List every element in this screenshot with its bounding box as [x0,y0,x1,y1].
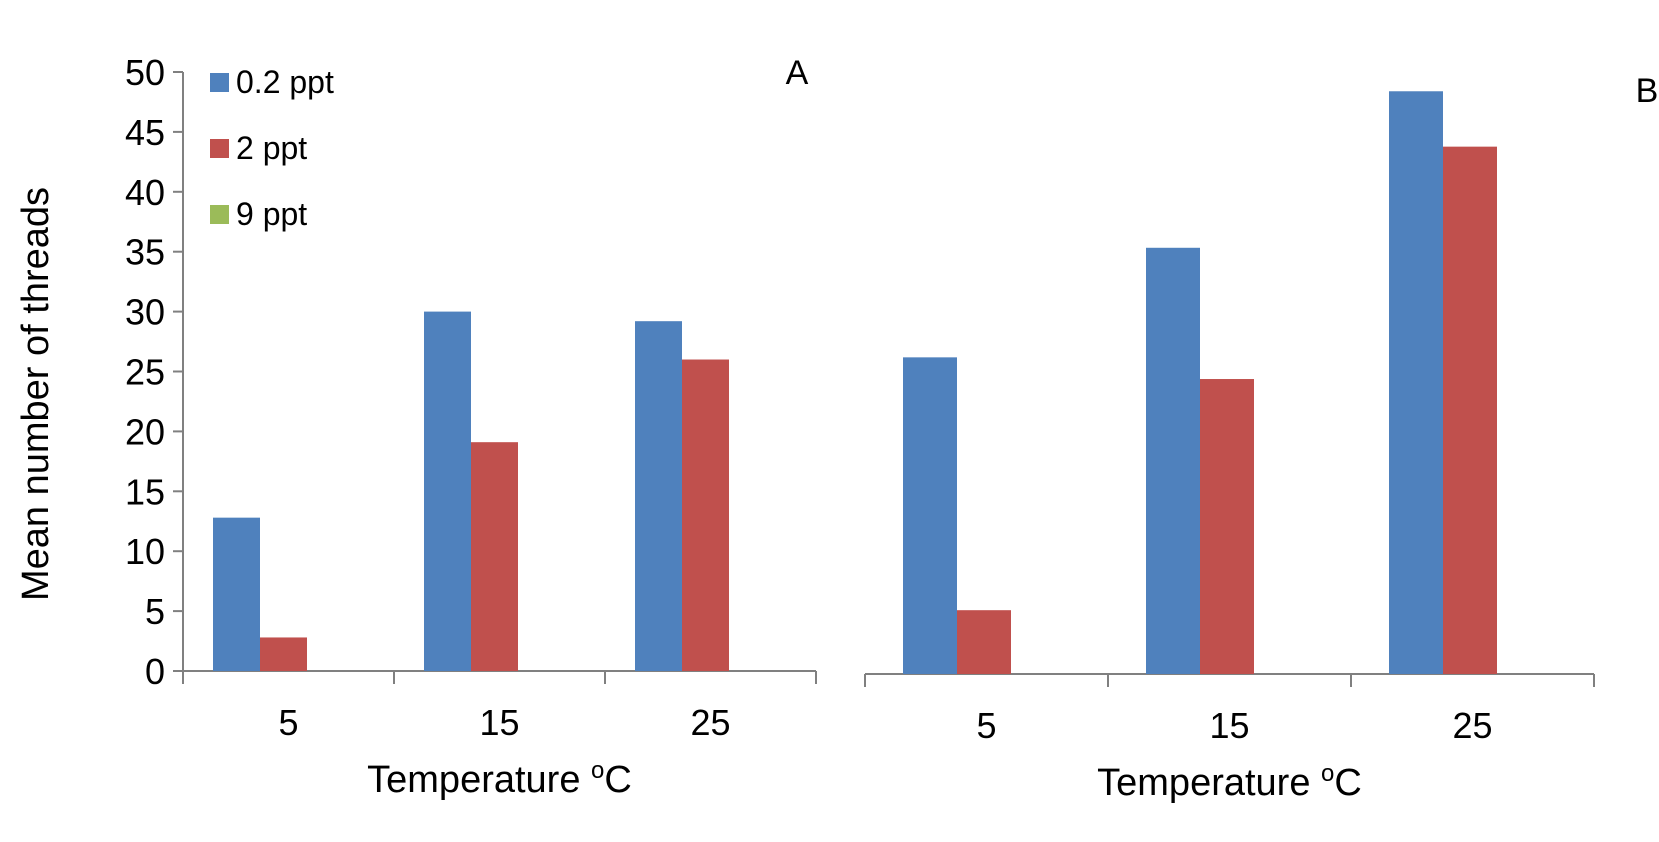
x-tick-label: 25 [690,702,730,743]
legend: 0.2 ppt 2 ppt 9 ppt [210,64,334,232]
y-axis-title: Mean number of threads [15,187,57,601]
legend-label-2: 9 ppt [236,196,307,232]
bar-a-series-1-cat-15 [471,442,518,671]
x-tick-label: 25 [1452,705,1492,746]
bar-b-series-1-cat-25 [1443,146,1497,674]
y-tick-label: 45 [125,112,165,153]
x-tick-label: 5 [976,705,996,746]
x-axis-title-superscript: o [591,757,604,784]
x-axis-title-superscript: o [1321,760,1334,787]
bar-a-series-1-cat-5 [260,637,307,671]
bar-b-series-1-cat-15 [1200,379,1254,674]
x-tick-label: 15 [1209,705,1249,746]
y-tick-label: 20 [125,411,165,452]
y-tick-label: 5 [145,591,165,632]
legend-label-0: 0.2 ppt [236,64,334,100]
x-tick-label: 5 [278,702,298,743]
x-axis-title-unit: C [604,759,631,801]
x-tick-label: 15 [479,702,519,743]
bar-b-series-1-cat-5 [957,610,1011,674]
y-tick-label: 50 [125,52,165,93]
x-axis-title: Temperature oC [1097,760,1362,804]
y-tick-label: 10 [125,531,165,572]
bar-a-series-0-cat-25 [635,321,682,671]
bar-a-series-0-cat-15 [424,311,471,671]
x-axis-title: Temperature oC [367,757,632,801]
bar-b-series-0-cat-5 [903,357,957,674]
bar-a-series-0-cat-5 [213,517,260,671]
y-tick-label: 25 [125,352,165,393]
legend-swatch-2 [210,205,229,224]
legend-swatch-0 [210,73,229,92]
y-tick-label: 30 [125,292,165,333]
panel-label: A [786,54,809,92]
bar-a-series-1-cat-25 [682,359,729,671]
panel-a: 0 5 10 15 20 25 30 35 40 45 50 5 15 25 Temperature oC A [125,52,817,801]
bar-b-series-0-cat-15 [1146,247,1200,674]
panel-label: B [1636,72,1659,110]
panel-b: 5 15 25 Temperature oC B [864,72,1659,804]
y-tick-label: 15 [125,471,165,512]
x-axis-title-unit: C [1334,762,1361,804]
y-tick-label: 35 [125,232,165,273]
legend-swatch-1 [210,139,229,158]
y-tick-label: 0 [145,651,165,692]
legend-label-1: 2 ppt [236,130,307,166]
x-axis-title-text: Temperature [1097,762,1321,804]
x-axis-title-text: Temperature [367,759,591,801]
y-tick-label: 40 [125,172,165,213]
bar-b-series-0-cat-25 [1389,91,1443,675]
